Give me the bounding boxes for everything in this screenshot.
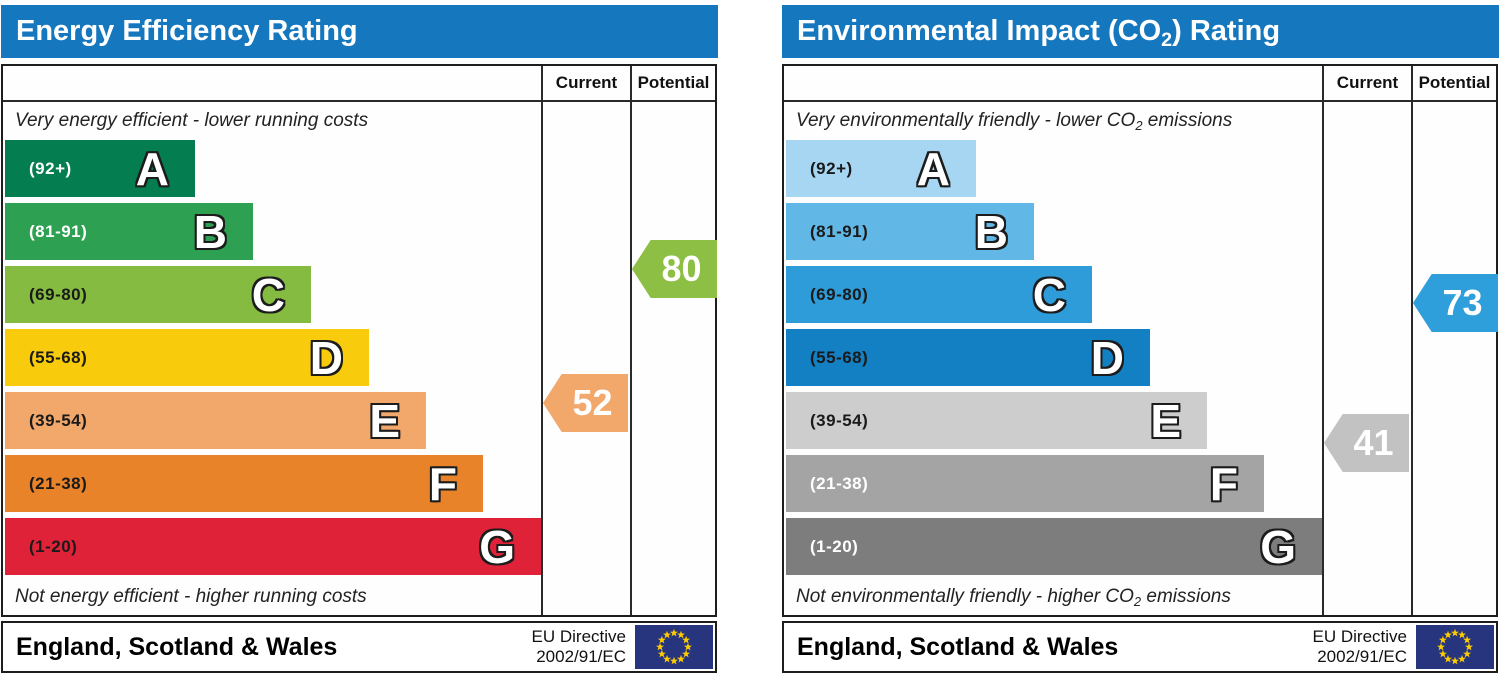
caption-text: Very environmentally friendly - lower CO: [796, 110, 1136, 131]
title-text: Environmental Impact (CO: [797, 15, 1162, 47]
band-range: (21-38): [810, 473, 869, 493]
band-c: (69-80) C: [5, 266, 311, 323]
band-c: (69-80) C: [786, 266, 1092, 323]
band-letter: E: [1150, 394, 1181, 447]
band-letter: D: [309, 331, 343, 384]
column-header-row: Current Potential: [784, 66, 1496, 102]
band-a: (92+) A: [5, 140, 195, 197]
band-range: (92+): [29, 158, 72, 178]
current-column-divider: [1322, 66, 1324, 615]
band-letter: G: [479, 520, 515, 573]
band-g: (1-20) G: [5, 518, 541, 575]
top-caption: Very environmentally friendly - lower CO…: [796, 110, 1233, 133]
caption-text-tail: emissions: [1142, 110, 1233, 131]
band-range: (1-20): [29, 536, 78, 556]
column-header-row: Current Potential: [3, 66, 715, 102]
current-rating-value: 52: [572, 382, 613, 423]
energy-efficiency-title: Energy Efficiency Rating: [1, 5, 718, 58]
band-d: (55-68) D: [786, 329, 1150, 386]
band-letter: B: [974, 205, 1008, 258]
current-rating-arrow: 52: [543, 374, 628, 432]
band-e: (39-54) E: [5, 392, 426, 449]
top-caption: Very energy efficient - lower running co…: [15, 110, 368, 132]
chart-footer: England, Scotland & Wales EU Directive 2…: [1, 621, 717, 673]
rating-bands: (92+) A (81-91) B (69-80) C (55-68) D (3…: [786, 140, 1322, 581]
current-column-header: Current: [1336, 73, 1399, 92]
band-range: (21-38): [29, 473, 88, 493]
region-label: England, Scotland & Wales: [16, 632, 338, 661]
co2-rating-chart: Current Potential Very environmentally f…: [782, 64, 1498, 617]
band-letter: F: [1209, 457, 1238, 510]
eu-flag-icon: [635, 625, 713, 669]
caption-text-tail: emissions: [1141, 586, 1231, 607]
band-range: (55-68): [29, 347, 88, 367]
band-range: (92+): [810, 158, 853, 178]
band-letter: B: [193, 205, 227, 258]
band-g: (1-20) G: [786, 518, 1322, 575]
caption-subscript: 2: [1135, 117, 1143, 133]
eu-directive-line2: 2002/91/EC: [536, 647, 626, 666]
eu-directive-line1: EU Directive: [1312, 626, 1407, 646]
potential-column-divider: [630, 66, 632, 615]
caption-text: Not energy efficient - higher running co…: [15, 586, 367, 607]
caption-subscript: 2: [1133, 593, 1142, 609]
band-range: (81-91): [810, 221, 869, 241]
rating-bands: (92+) A (81-91) B (69-80) C (55-68) D (3…: [5, 140, 541, 581]
environmental-impact-title: Environmental Impact (CO2) Rating: [782, 5, 1499, 58]
band-letter: F: [428, 457, 457, 510]
band-e: (39-54) E: [786, 392, 1207, 449]
band-range: (39-54): [29, 410, 88, 430]
title-text-tail: ) Rating: [1172, 15, 1281, 47]
environmental-impact-panel: Environmental Impact (CO2) Rating Curren…: [781, 0, 1500, 675]
bottom-caption: Not energy efficient - higher running co…: [15, 586, 367, 608]
current-column-header: Current: [555, 73, 618, 92]
potential-column-divider: [1411, 66, 1413, 615]
caption-text: Very energy efficient - lower running co…: [15, 110, 369, 131]
band-letter: A: [135, 142, 169, 195]
band-letter: D: [1090, 331, 1124, 384]
current-column-divider: [541, 66, 543, 615]
potential-rating-value: 80: [661, 248, 702, 289]
band-range: (69-80): [29, 284, 88, 304]
potential-rating-value: 73: [1442, 282, 1483, 323]
band-f: (21-38) F: [5, 455, 483, 512]
band-letter: E: [369, 394, 400, 447]
band-range: (69-80): [810, 284, 869, 304]
bottom-caption: Not environmentally friendly - higher CO…: [796, 586, 1231, 609]
potential-column-header: Potential: [1418, 73, 1491, 92]
eu-directive-label: EU Directive 2002/91/EC: [532, 627, 626, 667]
band-range: (1-20): [810, 536, 859, 556]
band-letter: G: [1260, 520, 1296, 573]
band-letter: C: [1032, 268, 1066, 321]
title-text: Energy Efficiency Rating: [16, 15, 358, 47]
energy-rating-chart: Current Potential Very energy efficient …: [1, 64, 717, 617]
eu-directive-line2: 2002/91/EC: [1317, 647, 1407, 666]
band-f: (21-38) F: [786, 455, 1264, 512]
eu-flag-icon: [1416, 625, 1494, 669]
band-b: (81-91) B: [786, 203, 1034, 260]
region-label: England, Scotland & Wales: [797, 632, 1119, 661]
eu-directive-label: EU Directive 2002/91/EC: [1313, 627, 1407, 667]
potential-rating-arrow: 73: [1413, 274, 1498, 332]
energy-efficiency-panel: Energy Efficiency Rating Current Potenti…: [0, 0, 719, 675]
band-a: (92+) A: [786, 140, 976, 197]
band-range: (39-54): [810, 410, 869, 430]
title-subscript: 2: [1161, 28, 1173, 51]
band-range: (55-68): [810, 347, 869, 367]
potential-column-header: Potential: [637, 73, 710, 92]
chart-footer: England, Scotland & Wales EU Directive 2…: [782, 621, 1498, 673]
band-b: (81-91) B: [5, 203, 253, 260]
current-rating-arrow: 41: [1324, 414, 1409, 472]
band-letter: A: [916, 142, 950, 195]
eu-directive-line1: EU Directive: [531, 626, 626, 646]
band-d: (55-68) D: [5, 329, 369, 386]
potential-rating-arrow: 80: [632, 240, 717, 298]
band-letter: C: [251, 268, 285, 321]
band-range: (81-91): [29, 221, 88, 241]
caption-text: Not environmentally friendly - higher CO: [796, 586, 1134, 607]
current-rating-value: 41: [1353, 422, 1394, 463]
